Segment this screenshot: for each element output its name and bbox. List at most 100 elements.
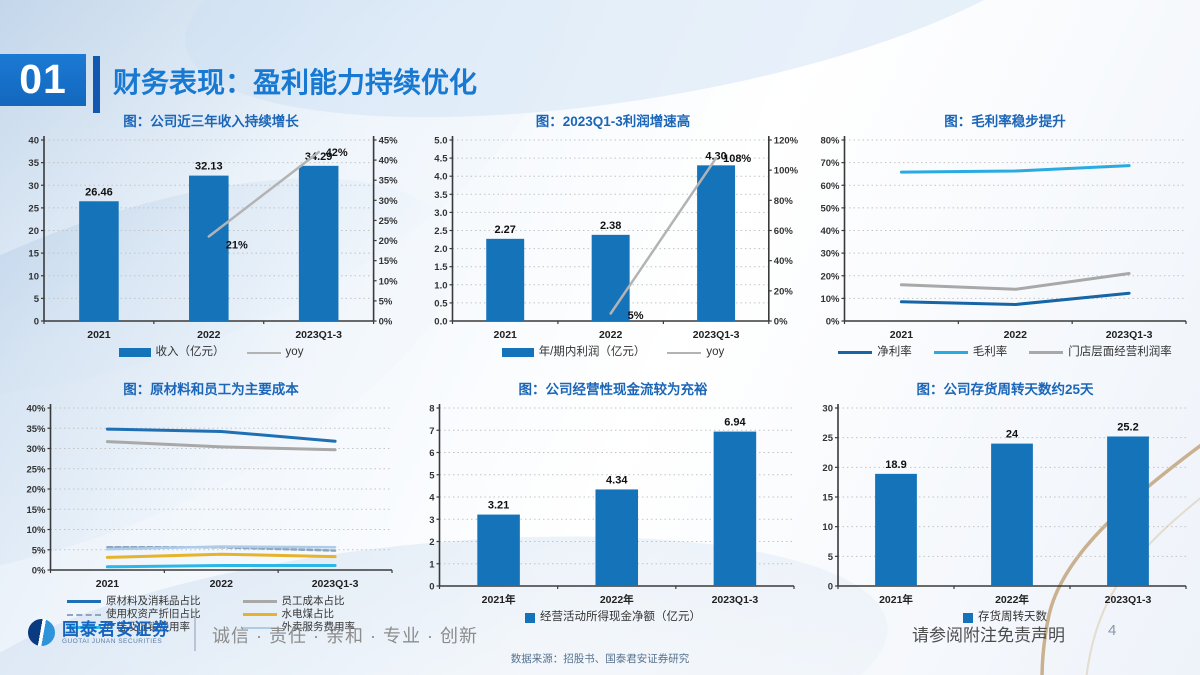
svg-text:4.34: 4.34 <box>606 474 628 486</box>
svg-text:10%: 10% <box>379 276 399 287</box>
svg-text:2022: 2022 <box>1004 329 1028 341</box>
svg-text:2023Q1-3: 2023Q1-3 <box>295 329 342 341</box>
svg-text:4.5: 4.5 <box>434 154 448 165</box>
svg-text:5: 5 <box>828 552 834 563</box>
svg-text:2021: 2021 <box>87 329 111 341</box>
title-accent-bar <box>93 56 100 113</box>
svg-text:2.38: 2.38 <box>600 220 621 232</box>
svg-text:3.5: 3.5 <box>434 190 448 201</box>
svg-text:2023Q1-3: 2023Q1-3 <box>693 329 740 341</box>
svg-text:6.94: 6.94 <box>724 417 746 429</box>
svg-text:0: 0 <box>34 317 39 328</box>
svg-text:60%: 60% <box>774 226 794 237</box>
svg-text:35%: 35% <box>379 176 399 187</box>
legend-label: 广告及促销费用率 <box>106 621 190 633</box>
svg-text:2021年: 2021年 <box>879 593 913 606</box>
svg-text:3.21: 3.21 <box>488 500 509 512</box>
svg-text:2021年: 2021年 <box>482 593 516 606</box>
legend-item: 经营活动所得现金净额（亿元） <box>525 611 701 624</box>
legend-bar-swatch-icon <box>963 612 973 623</box>
legend-label: 门店层面经营利润率 <box>1068 346 1172 358</box>
svg-text:5%: 5% <box>32 545 46 556</box>
chart-cost: 图：原材料和员工为主要成本 0% 5% 10% 15% 20% 25% 30% 35% 40% 2… <box>18 378 404 634</box>
legend-item: 外卖服务费用率 <box>242 621 356 634</box>
svg-text:10: 10 <box>822 522 833 533</box>
legend-label: 外卖服务费用率 <box>281 621 356 633</box>
chart-revenue: 图：公司近三年收入持续增长 0 5 10 15 20 25 30 35 40 0% 5% 10% 15%… <box>18 110 404 359</box>
legend-line-swatch-icon <box>242 626 277 629</box>
svg-text:2022: 2022 <box>210 578 234 590</box>
revenue-chart-plot: 0 5 10 15 20 25 30 35 40 0% 5% 10% 15% 20% 25% 30% 35% 40… <box>28 136 399 342</box>
legend-label: 存货周转天数 <box>978 611 1047 623</box>
legend-item: 年/期内利润（亿元） <box>501 346 646 359</box>
svg-text:80%: 80% <box>820 136 840 147</box>
svg-text:4.0: 4.0 <box>434 172 447 183</box>
svg-text:2021: 2021 <box>96 578 120 590</box>
svg-text:120%: 120% <box>774 136 799 147</box>
chart-cashflow: 图：公司经营性现金流较为充裕 0 1 2 3 4 5 6 7 8 2021年 2022年 2023Q1… <box>420 378 806 624</box>
svg-text:15: 15 <box>28 249 39 260</box>
legend-item: 毛利率 <box>933 346 1008 359</box>
svg-text:2.27: 2.27 <box>495 224 516 236</box>
svg-text:1.5: 1.5 <box>434 262 448 273</box>
legend-line-swatch-icon <box>67 613 101 616</box>
legend-item: 原材料及消耗品占比 <box>67 595 201 608</box>
chart-legend: 存货周转天数 <box>812 611 1198 624</box>
svg-text:7: 7 <box>429 426 434 437</box>
svg-text:45%: 45% <box>379 136 399 147</box>
svg-text:2023Q1-3: 2023Q1-3 <box>312 578 359 590</box>
svg-text:2.5: 2.5 <box>434 226 448 237</box>
legend-bar-swatch-icon <box>525 612 535 623</box>
data-source: 数据来源：招股书、国泰君安证券研究 <box>510 653 690 665</box>
svg-text:40%: 40% <box>26 404 46 415</box>
company-logo-icon <box>28 619 55 646</box>
chart-title: 图：公司存货周转天数约25天 <box>916 382 1094 397</box>
svg-text:25%: 25% <box>26 464 46 475</box>
legend-line-swatch-icon <box>1029 351 1064 354</box>
svg-text:8: 8 <box>429 404 434 415</box>
svg-text:25: 25 <box>822 433 833 444</box>
company-logo: 国泰君安证券 GUOTAI JUNAN SECURITIES <box>28 619 170 646</box>
legend-label: yoy <box>706 346 725 358</box>
legend-label: 经营活动所得现金净额（亿元） <box>540 611 701 623</box>
legend-item: 存货周转天数 <box>963 611 1047 624</box>
svg-text:40: 40 <box>28 136 39 147</box>
inventory-chart-plot: 0 5 10 15 20 25 30 2021年 2022年 2023Q1-3 18.9 24 25.2 <box>822 404 1187 606</box>
legend-bar-swatch-icon <box>118 348 151 357</box>
chart-legend: 净利率 毛利率 门店层面经营利润率 <box>812 346 1198 359</box>
svg-text:42%: 42% <box>326 147 348 159</box>
svg-text:2023Q1-3: 2023Q1-3 <box>1106 329 1153 341</box>
svg-text:60%: 60% <box>820 181 840 192</box>
svg-text:4: 4 <box>429 493 435 504</box>
legend-item: 收入（亿元） <box>118 346 225 359</box>
chart-legend: 经营活动所得现金净额（亿元） <box>420 611 806 624</box>
svg-text:15%: 15% <box>26 505 46 516</box>
svg-text:3.0: 3.0 <box>434 208 447 219</box>
svg-text:2022年: 2022年 <box>995 593 1029 606</box>
svg-text:5%: 5% <box>379 296 393 307</box>
chart-title: 图：2023Q1-3利润增速高 <box>535 114 691 129</box>
chart-title: 图：公司近三年收入持续增长 <box>123 114 299 129</box>
svg-text:0%: 0% <box>379 317 393 328</box>
legend-line-swatch-icon <box>933 351 968 354</box>
section-number-badge: 01 <box>0 54 86 106</box>
svg-text:30%: 30% <box>26 444 46 455</box>
profit-chart-plot: 0.0 0.5 1.0 1.5 2.0 2.5 3.0 3.5 4.0 4.5 5.0 0% 20% 40… <box>434 136 799 342</box>
legend-item: 员工成本占比 <box>242 595 356 608</box>
svg-text:24: 24 <box>1006 429 1019 441</box>
svg-text:4.30: 4.30 <box>705 150 726 162</box>
svg-text:21%: 21% <box>226 240 248 252</box>
chart-margin: 图：毛利率稳步提升 0% 10% 20% 30% 40% 50% 60% 70% 80% 2021… <box>812 110 1198 359</box>
svg-text:32.13: 32.13 <box>195 161 223 173</box>
svg-text:5%: 5% <box>628 310 644 322</box>
legend-line-swatch-icon <box>67 600 101 603</box>
svg-text:70%: 70% <box>820 158 840 169</box>
company-name-cn: 国泰君安证券 <box>62 619 170 639</box>
legend-label: 年/期内利润（亿元） <box>538 346 646 358</box>
svg-text:108%: 108% <box>723 153 751 165</box>
svg-text:10%: 10% <box>820 294 840 305</box>
svg-text:6: 6 <box>429 448 434 459</box>
legend-label: 毛利率 <box>972 346 1008 358</box>
page-number: 4 <box>1108 622 1117 639</box>
legend-bar-swatch-icon <box>501 348 534 357</box>
